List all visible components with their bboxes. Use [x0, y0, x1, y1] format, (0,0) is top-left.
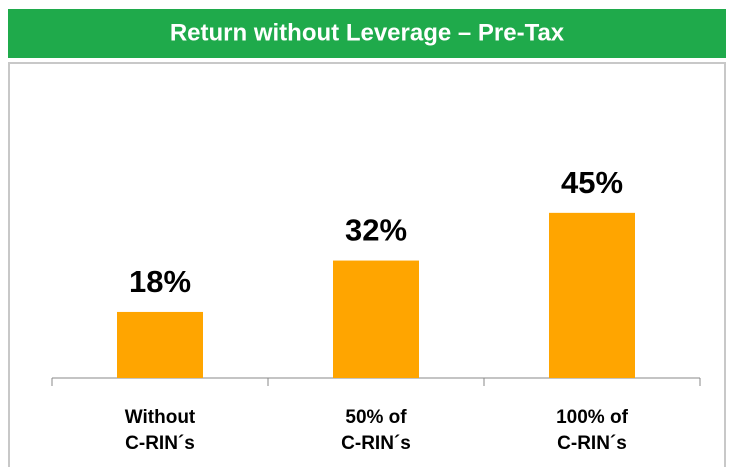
data-label: 45% [561, 165, 623, 200]
data-label: 32% [345, 213, 407, 248]
x-tick-label: 100% of C-RIN´s [556, 407, 628, 454]
header-bar [8, 9, 726, 58]
x-tick-label: 50% of C-RIN´s [341, 407, 411, 454]
data-label: 18% [129, 264, 191, 299]
chart-frame [8, 62, 726, 467]
bar [333, 260, 419, 378]
bar [117, 311, 203, 378]
bar [549, 212, 635, 378]
chart-title: Return without Leverage – Pre-Tax [170, 19, 565, 46]
x-tick-label: Without C-RIN´s [125, 407, 196, 454]
